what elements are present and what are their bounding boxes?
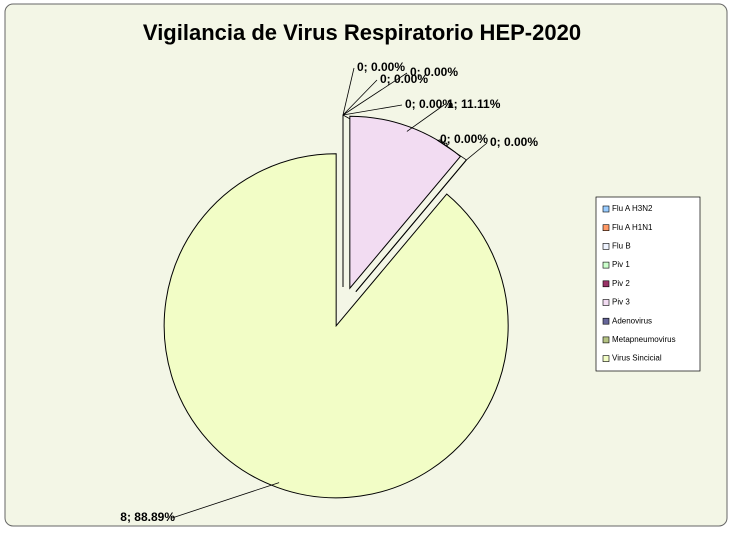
legend-label: Flu A H3N2 — [612, 204, 653, 213]
leader-line — [171, 482, 280, 519]
data-label: 0; 0.00% — [490, 135, 538, 149]
legend-label: Adenovirus — [612, 316, 652, 325]
leader-line — [342, 72, 408, 116]
legend-label: Flu B — [612, 242, 631, 251]
data-label: 1; 11.11% — [447, 97, 501, 111]
data-label: 0; 0.00% — [405, 97, 453, 111]
legend-swatch — [602, 224, 610, 231]
leader-line — [342, 67, 355, 116]
leader-line — [466, 142, 488, 161]
legend-swatch — [602, 299, 610, 306]
legend-swatch — [602, 243, 610, 250]
legend-label: Flu A H1N1 — [612, 223, 653, 232]
leader-line — [406, 104, 445, 132]
leader-line — [342, 104, 403, 116]
data-label: 0; 0.00% — [410, 65, 458, 79]
legend-label: Metapneumovirus — [612, 335, 676, 344]
legend-swatch — [602, 205, 610, 213]
legend-swatch — [602, 355, 610, 362]
leader-line — [342, 79, 378, 116]
leader-line — [436, 139, 467, 161]
data-label: 8; 88.89% — [120, 510, 175, 524]
chart-title: Vigilancia de Virus Respiratorio HEP-202… — [143, 20, 581, 45]
legend-swatch — [602, 336, 610, 344]
pie-slice — [163, 153, 509, 499]
legend-label: Piv 1 — [612, 260, 630, 269]
legend-swatch — [602, 280, 610, 288]
legend-label: Virus Sincicial — [612, 354, 662, 363]
legend — [595, 196, 701, 372]
legend-swatch — [602, 317, 610, 325]
data-label: 0; 0.00% — [357, 60, 405, 74]
data-label: 0; 0.00% — [440, 132, 488, 146]
legend-label: Piv 2 — [612, 279, 630, 288]
legend-label: Piv 3 — [612, 298, 630, 307]
legend-swatch — [602, 261, 610, 269]
